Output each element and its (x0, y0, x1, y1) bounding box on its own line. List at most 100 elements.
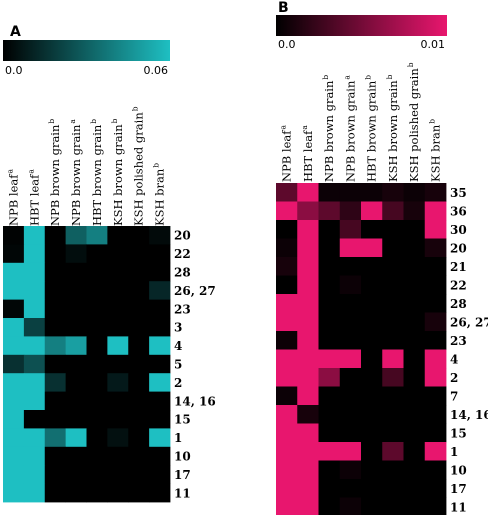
heatmap-cell (107, 281, 129, 300)
heatmap-cell (276, 368, 298, 387)
heatmap-cell (107, 226, 129, 245)
row-label: 26, 27 (174, 284, 216, 298)
heatmap-cell (339, 442, 362, 461)
colorbar-min-label: 0.0 (278, 38, 296, 51)
heatmap-cell (318, 460, 341, 480)
heatmap-cell (403, 460, 426, 480)
row-label: 23 (174, 302, 191, 316)
heatmap-cell (382, 405, 404, 424)
heatmap-cell (23, 336, 46, 356)
heatmap-cell (361, 442, 383, 461)
row-label: 5 (174, 358, 182, 372)
heatmap-cell (382, 201, 404, 221)
heatmap-cell (86, 354, 108, 374)
heatmap-cell (276, 497, 298, 515)
heatmap-cell (382, 460, 404, 480)
heatmap-cell (382, 349, 404, 369)
heatmap-cell (128, 226, 150, 245)
heatmap-cell (382, 423, 404, 443)
heatmap-cell (107, 336, 129, 356)
row-label: 10 (450, 463, 467, 477)
heatmap-cell (3, 446, 25, 466)
heatmap-cell (361, 331, 383, 350)
heatmap-cell (403, 386, 426, 406)
heatmap-cell (149, 483, 171, 503)
heatmap-cell (361, 497, 383, 515)
heatmap-cell (382, 497, 404, 515)
heatmap-cell (44, 244, 67, 264)
heatmap-cell (318, 257, 341, 276)
row-label: 17 (174, 468, 191, 482)
panel-letter: B (278, 0, 289, 16)
heatmap-cell (318, 349, 341, 369)
heatmap-cell (107, 373, 129, 392)
heatmap-cell (361, 460, 383, 480)
heatmap-cell (361, 257, 383, 276)
panel-b: B 0.0 0.01 NPB leafa HBT leafa NPB brown grai… (276, 0, 488, 515)
heatmap-cell (403, 238, 426, 258)
heatmap-cell (424, 312, 447, 332)
heatmap-cell (297, 238, 319, 258)
heatmap-cell (65, 336, 87, 356)
heatmap-cell (128, 262, 150, 282)
heatmap-cell (44, 483, 67, 503)
heatmap-cell (276, 257, 298, 276)
heatmap-cell (3, 483, 25, 503)
heatmap-cell (44, 465, 67, 484)
heatmap-cell (149, 281, 171, 300)
heatmap-cell (318, 183, 341, 202)
heatmap-cell (403, 405, 426, 424)
heatmap-cell (44, 281, 67, 300)
heatmap-cell (44, 354, 67, 374)
heatmap-cell (276, 238, 298, 258)
heatmap-cell (149, 336, 171, 356)
heatmap-cell (3, 281, 25, 300)
heatmap-cell (128, 354, 150, 374)
heatmap-cell (276, 423, 298, 443)
heatmap-cell (318, 442, 341, 461)
heatmap-cell (276, 479, 298, 498)
heatmap-cell (382, 275, 404, 295)
heatmap-cell (86, 373, 108, 392)
heatmap-cell (276, 220, 298, 239)
heatmap-cell (44, 410, 67, 429)
heatmap-cell (424, 220, 447, 239)
heatmap-cell (424, 405, 447, 424)
heatmap-cell (276, 331, 298, 350)
heatmap-cell (361, 294, 383, 313)
heatmap-cell (339, 294, 362, 313)
heatmap-cell (403, 479, 426, 498)
heatmap-cell (65, 318, 87, 337)
colorbar-min-label: 0.0 (5, 64, 23, 77)
heatmap-cell (318, 386, 341, 406)
heatmap-cell (107, 446, 129, 466)
heatmap-cell (65, 483, 87, 503)
heatmap-cell (339, 331, 362, 350)
heatmap-cell (86, 244, 108, 264)
heatmap-cell (424, 331, 447, 350)
heatmap-cell (86, 391, 108, 411)
heatmap-cell (128, 299, 150, 319)
heatmap-cell (3, 244, 25, 264)
heatmap-cell (86, 483, 108, 503)
heatmap-cell (3, 262, 25, 282)
heatmap-cell (297, 183, 319, 202)
heatmap-cell (382, 368, 404, 387)
heatmap-cell (44, 262, 67, 282)
heatmap-cell (3, 354, 25, 374)
heatmap-cell (361, 183, 383, 202)
row-label: 20 (174, 229, 191, 243)
heatmap-cell (297, 201, 319, 221)
heatmap-cell (382, 183, 404, 202)
colorbar-max-label: 0.01 (421, 38, 446, 51)
column-label: HBT brown grainb (89, 119, 104, 226)
heatmap-cell (128, 281, 150, 300)
heatmap-cell (23, 299, 46, 319)
heatmap-cell (318, 201, 341, 221)
heatmap-cell (65, 428, 87, 448)
heatmap-cell (86, 465, 108, 484)
row-label: 23 (450, 334, 467, 348)
heatmap-cell (3, 373, 25, 392)
heatmap-cell (65, 410, 87, 429)
heatmap-cell (318, 331, 341, 350)
